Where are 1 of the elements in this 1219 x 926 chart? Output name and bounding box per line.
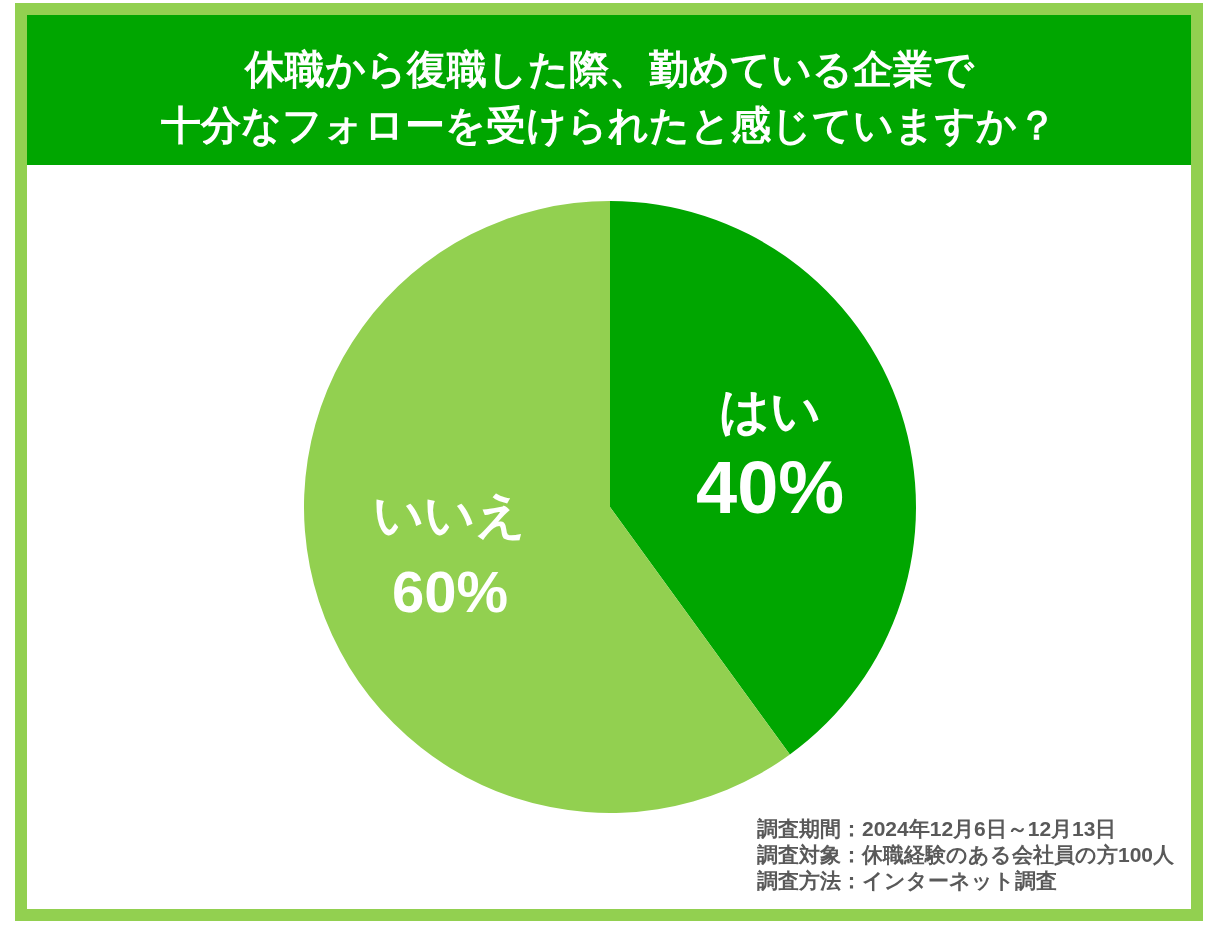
- title: 休職から復職した際、勤めている企業で十分なフォローを受けられたと感じていますか？: [161, 46, 1057, 147]
